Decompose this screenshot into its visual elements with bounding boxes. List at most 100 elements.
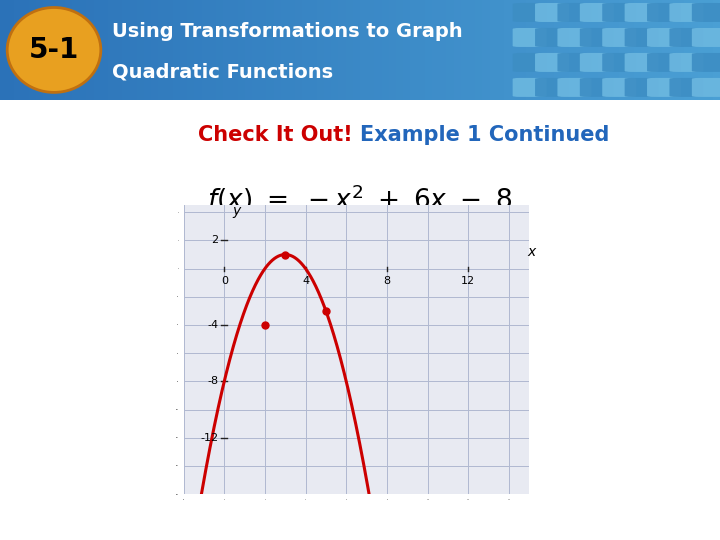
Bar — [238, 0, 245, 100]
Bar — [180, 0, 187, 100]
Bar — [295, 0, 302, 100]
Text: Using Transformations to Graph: Using Transformations to Graph — [112, 23, 462, 42]
Bar — [540, 0, 547, 100]
FancyBboxPatch shape — [692, 3, 720, 22]
Bar — [497, 0, 504, 100]
Text: 2: 2 — [211, 235, 218, 246]
Bar — [418, 0, 425, 100]
Text: Holt McDougal Algebra 2: Holt McDougal Algebra 2 — [11, 518, 206, 532]
Bar — [202, 0, 209, 100]
Bar — [590, 0, 598, 100]
Bar — [72, 0, 79, 100]
Bar — [691, 0, 698, 100]
Bar — [468, 0, 475, 100]
Text: -12: -12 — [200, 433, 218, 443]
Text: 4: 4 — [302, 275, 309, 286]
Bar — [115, 0, 122, 100]
Bar — [281, 0, 288, 100]
Bar — [490, 0, 497, 100]
Bar — [259, 0, 266, 100]
Bar — [166, 0, 173, 100]
Bar — [439, 0, 446, 100]
Text: Check It Out!: Check It Out! — [198, 125, 360, 145]
Text: Copyright © by Holt Mc Dougal. All Rights Reserved.: Copyright © by Holt Mc Dougal. All Right… — [449, 520, 706, 530]
FancyBboxPatch shape — [602, 78, 636, 97]
Text: Example 1 Continued: Example 1 Continued — [360, 125, 609, 145]
Bar — [29, 0, 36, 100]
Bar — [346, 0, 353, 100]
Bar — [504, 0, 511, 100]
Bar — [612, 0, 619, 100]
Ellipse shape — [7, 8, 101, 92]
FancyBboxPatch shape — [670, 28, 703, 47]
Bar — [22, 0, 29, 100]
Text: 12: 12 — [461, 275, 475, 286]
Bar — [382, 0, 389, 100]
FancyBboxPatch shape — [513, 28, 546, 47]
Bar — [389, 0, 396, 100]
Bar — [576, 0, 583, 100]
Bar — [223, 0, 230, 100]
Bar — [562, 0, 569, 100]
Bar — [662, 0, 670, 100]
Bar — [670, 0, 677, 100]
FancyBboxPatch shape — [535, 53, 569, 72]
FancyBboxPatch shape — [513, 53, 546, 72]
Bar — [698, 0, 706, 100]
Bar — [266, 0, 274, 100]
Bar — [641, 0, 648, 100]
Bar — [655, 0, 662, 100]
FancyBboxPatch shape — [647, 53, 681, 72]
Bar — [230, 0, 238, 100]
Bar — [619, 0, 626, 100]
Bar — [648, 0, 655, 100]
Bar — [461, 0, 468, 100]
Text: -4: -4 — [207, 320, 218, 330]
Bar — [252, 0, 259, 100]
FancyBboxPatch shape — [692, 78, 720, 97]
Bar — [122, 0, 130, 100]
Bar — [410, 0, 418, 100]
Bar — [94, 0, 101, 100]
Bar — [137, 0, 144, 100]
Bar — [482, 0, 490, 100]
Bar — [108, 0, 115, 100]
Text: 8: 8 — [383, 275, 390, 286]
FancyBboxPatch shape — [513, 3, 546, 22]
Bar — [79, 0, 86, 100]
Bar — [403, 0, 410, 100]
FancyBboxPatch shape — [557, 53, 591, 72]
Bar — [547, 0, 554, 100]
Bar — [0, 0, 7, 100]
Bar — [144, 0, 151, 100]
Bar — [216, 0, 223, 100]
Bar — [324, 0, 331, 100]
FancyBboxPatch shape — [513, 78, 546, 97]
Bar — [598, 0, 605, 100]
FancyBboxPatch shape — [670, 78, 703, 97]
Text: 5-1: 5-1 — [29, 36, 79, 64]
Bar — [367, 0, 374, 100]
Bar — [583, 0, 590, 100]
FancyBboxPatch shape — [580, 78, 613, 97]
FancyBboxPatch shape — [625, 78, 659, 97]
Bar — [425, 0, 432, 100]
FancyBboxPatch shape — [580, 3, 613, 22]
FancyBboxPatch shape — [670, 3, 703, 22]
Bar — [245, 0, 252, 100]
Bar — [713, 0, 720, 100]
Text: x: x — [527, 245, 536, 259]
Bar — [511, 0, 518, 100]
Bar — [194, 0, 202, 100]
FancyBboxPatch shape — [602, 3, 636, 22]
FancyBboxPatch shape — [625, 3, 659, 22]
Bar — [331, 0, 338, 100]
Bar — [634, 0, 641, 100]
Bar — [569, 0, 576, 100]
Bar — [432, 0, 439, 100]
FancyBboxPatch shape — [647, 78, 681, 97]
Text: y: y — [233, 204, 240, 218]
Bar — [554, 0, 562, 100]
Bar — [65, 0, 72, 100]
Bar — [58, 0, 65, 100]
